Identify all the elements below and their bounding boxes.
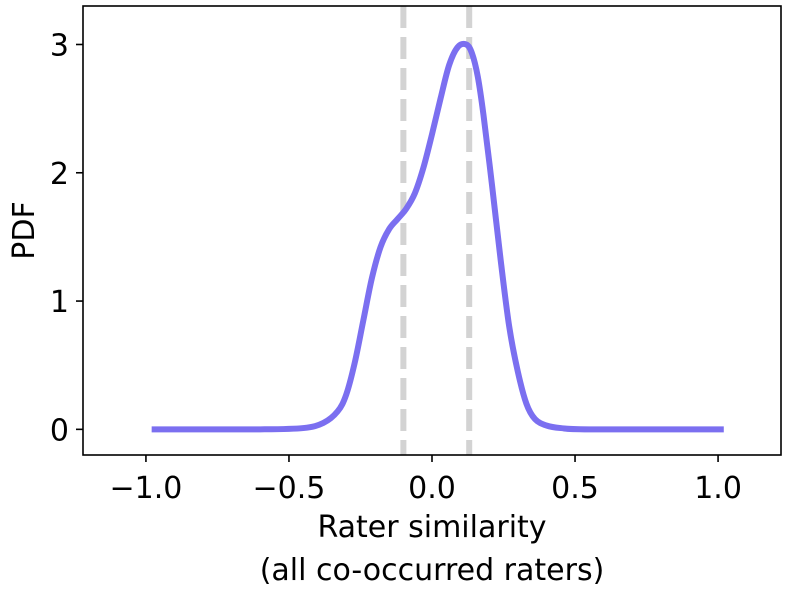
x-tick-label: 0.0 bbox=[408, 471, 456, 506]
x-axis-ticks: −1.0 −0.5 0.0 0.5 1.0 bbox=[110, 455, 742, 506]
y-tick-label: 3 bbox=[50, 28, 69, 63]
y-tick-label: 1 bbox=[50, 285, 69, 320]
x-axis-label-line2: (all co-occurred raters) bbox=[260, 553, 605, 588]
y-axis-label: PDF bbox=[7, 201, 42, 259]
y-tick-label: 0 bbox=[50, 413, 69, 448]
x-axis-label-line1: Rater similarity bbox=[317, 510, 546, 545]
plot-frame bbox=[82, 5, 782, 456]
density-curve-0 bbox=[151, 40, 724, 433]
reference-lines bbox=[400, 6, 473, 455]
x-tick-label: −0.5 bbox=[253, 471, 326, 506]
series-layer bbox=[151, 40, 724, 433]
x-tick-label: 1.0 bbox=[694, 471, 742, 506]
y-axis-ticks: 0 1 2 3 bbox=[50, 28, 83, 448]
y-tick-label: 2 bbox=[50, 157, 69, 192]
x-tick-label: 0.5 bbox=[551, 471, 599, 506]
x-tick-label: −1.0 bbox=[110, 471, 183, 506]
